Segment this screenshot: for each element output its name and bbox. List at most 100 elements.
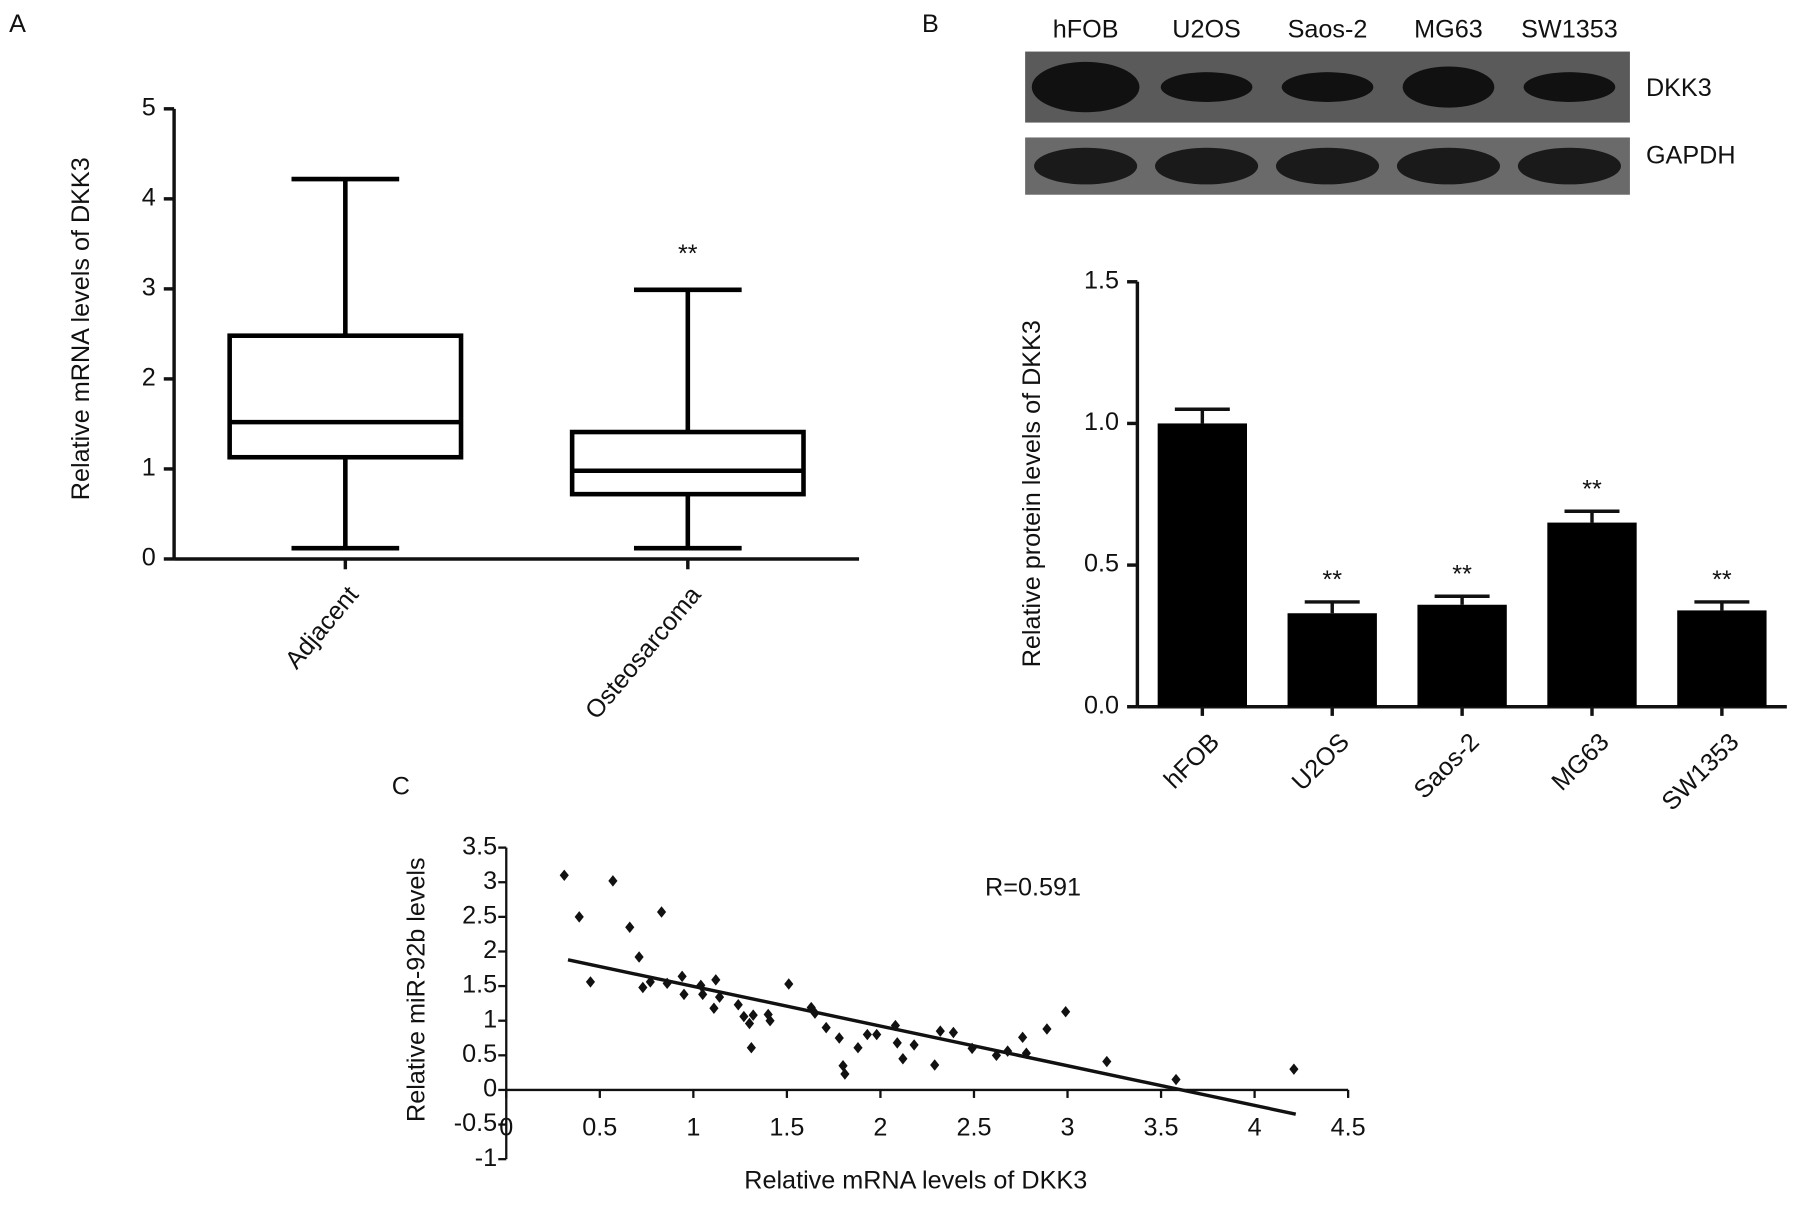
y-tick-label: 0.5	[1084, 550, 1119, 578]
point	[559, 869, 569, 882]
point	[574, 911, 584, 923]
point	[909, 1039, 919, 1051]
y-axis-title: Relative mRNA levels of DKK3	[67, 157, 95, 500]
point	[1061, 1005, 1071, 1018]
point	[696, 979, 706, 992]
significance: **	[1582, 475, 1602, 503]
point	[746, 1041, 756, 1054]
y-tick-label: 1	[142, 454, 156, 482]
lane-label: SW1353	[1521, 16, 1618, 44]
x-tick-label: 3.5	[1144, 1114, 1179, 1142]
point	[1021, 1047, 1031, 1059]
significance: **	[678, 240, 698, 268]
x-tick-label: 2.5	[956, 1114, 991, 1142]
point	[679, 988, 689, 1001]
point	[890, 1019, 900, 1032]
band	[1031, 61, 1140, 113]
point	[709, 1002, 719, 1014]
point	[711, 974, 721, 986]
bar	[1417, 604, 1507, 707]
y-tick-label: 0.5	[462, 1040, 497, 1068]
y-tick-label: -0.5	[454, 1109, 497, 1137]
point	[634, 951, 644, 963]
point	[810, 1007, 820, 1019]
band	[1396, 147, 1501, 185]
y-axis-title: Relative miR-92b levels	[403, 857, 431, 1122]
y-tick-label: 0.0	[1084, 691, 1119, 719]
point	[677, 970, 687, 983]
point	[784, 978, 794, 990]
band	[1155, 147, 1259, 185]
y-tick-label: 0	[142, 544, 156, 572]
point	[638, 981, 648, 994]
point	[656, 906, 667, 918]
bar	[1547, 522, 1637, 707]
bar	[1677, 610, 1767, 707]
band	[1523, 72, 1616, 102]
x-tick-label: 1	[686, 1114, 700, 1142]
point	[733, 999, 743, 1011]
point	[585, 976, 596, 988]
point	[853, 1041, 863, 1054]
x-tick-label: 1.5	[769, 1114, 804, 1142]
point	[1289, 1063, 1299, 1075]
y-tick-label: 2.5	[462, 902, 497, 930]
panel-label: B	[922, 10, 939, 38]
x-tick-label: Saos-2	[1409, 728, 1485, 804]
x-tick-label: 4	[1248, 1114, 1262, 1142]
x-tick-label: 2	[873, 1114, 887, 1142]
lane-label: MG63	[1414, 16, 1483, 44]
point	[1003, 1045, 1013, 1057]
point	[608, 875, 618, 887]
y-tick-label: 5	[142, 93, 156, 121]
x-tick-label: 0.5	[582, 1114, 617, 1142]
point	[744, 1017, 755, 1030]
point	[821, 1021, 831, 1034]
point	[872, 1028, 882, 1041]
y-tick-label: 1.5	[1084, 266, 1119, 294]
point	[967, 1042, 977, 1055]
x-tick-label: 0	[499, 1114, 513, 1142]
point	[714, 991, 725, 1003]
bar	[1287, 613, 1377, 707]
band	[1160, 72, 1253, 102]
box	[569, 429, 806, 497]
band	[1034, 147, 1138, 185]
point	[834, 1032, 844, 1044]
annotation: R=0.591	[985, 874, 1081, 902]
point	[991, 1049, 1002, 1062]
point	[840, 1068, 850, 1080]
x-tick-label: hFOB	[1159, 728, 1225, 794]
point	[930, 1059, 940, 1071]
point	[739, 1010, 749, 1023]
lane-label: hFOB	[1053, 16, 1119, 44]
lane-label: U2OS	[1172, 16, 1241, 44]
y-axis-title: Relative protein levels of DKK3	[1018, 320, 1046, 667]
point	[1171, 1073, 1181, 1086]
lane-label: Saos-2	[1288, 16, 1368, 44]
point	[838, 1059, 848, 1072]
y-tick-label: -1	[475, 1144, 497, 1172]
y-tick-label: 2	[142, 364, 156, 392]
y-tick-label: 0	[483, 1075, 497, 1103]
point	[862, 1028, 872, 1041]
x-tick-label: Osteosarcoma	[580, 580, 707, 724]
band	[1281, 72, 1374, 102]
point	[1018, 1031, 1028, 1044]
x-tick-label: 4.5	[1331, 1114, 1366, 1142]
x-tick-label: Adjacent	[280, 581, 364, 674]
point	[935, 1025, 945, 1037]
bar	[1157, 423, 1248, 707]
x-tick-label: U2OS	[1287, 728, 1355, 796]
y-tick-label: 1.5	[462, 971, 497, 999]
fit-line	[567, 958, 1297, 1116]
panel-label: A	[9, 10, 26, 38]
point	[765, 1014, 775, 1027]
point	[748, 1009, 758, 1021]
point	[625, 921, 635, 933]
point	[698, 988, 708, 1001]
point	[645, 976, 655, 988]
y-tick-label: 2	[483, 936, 497, 964]
